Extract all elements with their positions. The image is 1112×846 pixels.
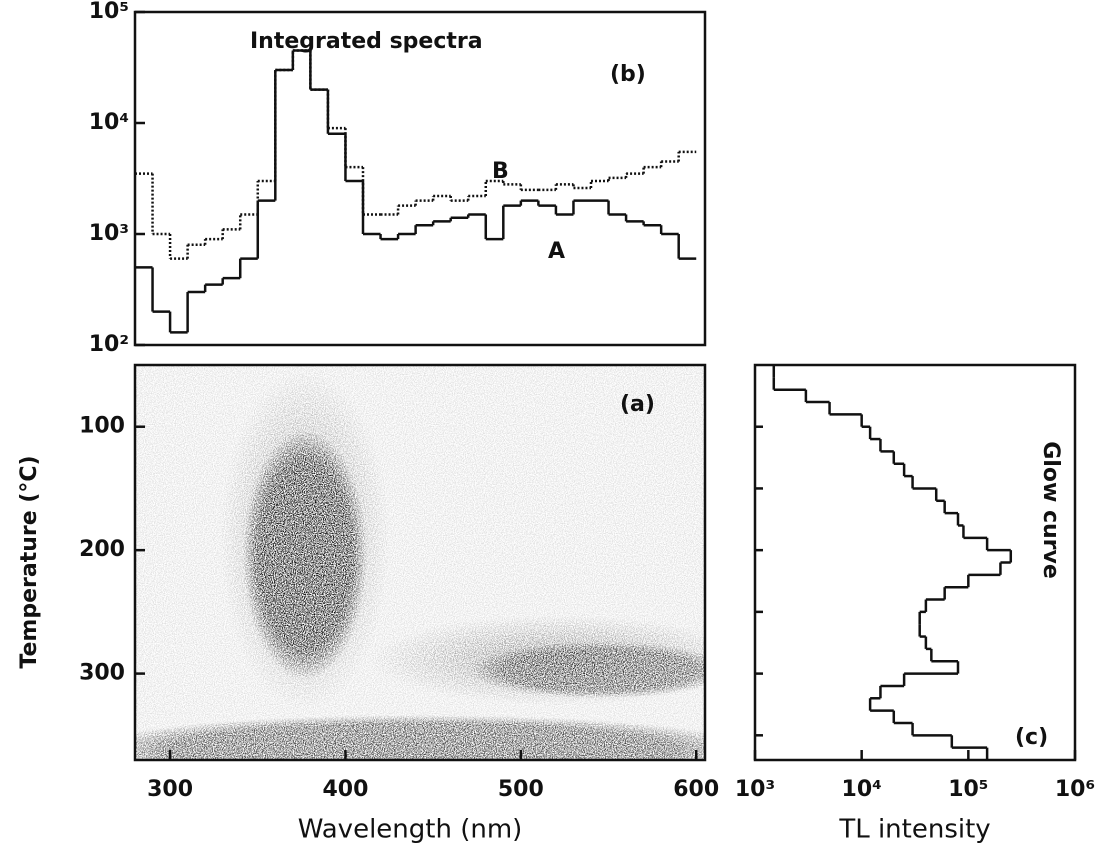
y-tick-label: 10⁵ xyxy=(89,0,129,24)
y-tick-label: 10⁴ xyxy=(89,110,129,135)
y-tick-label: 10² xyxy=(89,332,129,357)
x-axis-label: Wavelength (nm) xyxy=(298,815,523,845)
x-tick-label: 10⁵ xyxy=(948,777,988,802)
panel-label: (c) xyxy=(1015,725,1048,750)
series-label: B xyxy=(492,159,509,184)
plot-frame xyxy=(133,10,707,347)
panel-title: Glow curve xyxy=(1038,441,1063,579)
plot-frame xyxy=(133,363,707,762)
x-tick-label: 10⁶ xyxy=(1055,777,1095,802)
panel-title: Integrated spectra xyxy=(250,29,483,54)
y-tick-label: 300 xyxy=(79,661,125,686)
x-axis-label: TL intensity xyxy=(838,815,990,845)
x-tick-label: 300 xyxy=(147,777,193,802)
x-tick-label: 400 xyxy=(322,777,368,802)
panel-label: (b) xyxy=(610,62,646,87)
y-axis-label: Temperature (°C) xyxy=(17,455,42,668)
y-tick-label: 200 xyxy=(79,537,125,562)
x-tick-label: 600 xyxy=(673,777,719,802)
heatmap-image xyxy=(135,365,705,760)
y-tick-label: 10³ xyxy=(89,221,129,246)
x-tick-label: 10³ xyxy=(735,777,775,802)
y-tick-label: 100 xyxy=(79,414,125,439)
x-tick-label: 10⁴ xyxy=(842,777,882,802)
plot-frame xyxy=(753,363,1077,762)
panel-label: (a) xyxy=(620,392,655,417)
x-tick-label: 500 xyxy=(498,777,544,802)
series-label: A xyxy=(548,239,565,264)
